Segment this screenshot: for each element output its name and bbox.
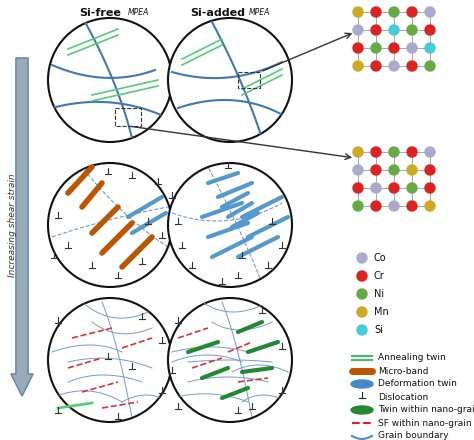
Circle shape: [357, 289, 367, 299]
Circle shape: [353, 7, 363, 17]
Circle shape: [389, 183, 399, 193]
Circle shape: [425, 61, 435, 71]
Text: Ni: Ni: [374, 289, 384, 299]
Text: Deformation twin: Deformation twin: [378, 379, 457, 389]
Text: Cr: Cr: [374, 271, 385, 281]
Ellipse shape: [351, 380, 373, 388]
Circle shape: [353, 43, 363, 53]
Circle shape: [389, 25, 399, 35]
Circle shape: [353, 147, 363, 157]
Circle shape: [371, 25, 381, 35]
Circle shape: [407, 165, 417, 175]
Circle shape: [357, 307, 367, 317]
Circle shape: [353, 25, 363, 35]
Circle shape: [389, 165, 399, 175]
Circle shape: [48, 298, 172, 422]
Circle shape: [407, 61, 417, 71]
Circle shape: [425, 25, 435, 35]
Circle shape: [371, 201, 381, 211]
Circle shape: [357, 253, 367, 263]
Circle shape: [407, 7, 417, 17]
Text: MPEA: MPEA: [249, 8, 270, 17]
Text: MPEA: MPEA: [128, 8, 149, 17]
Circle shape: [168, 18, 292, 142]
Circle shape: [168, 298, 292, 422]
Circle shape: [425, 201, 435, 211]
Text: Mn: Mn: [374, 307, 389, 317]
Circle shape: [371, 183, 381, 193]
Circle shape: [48, 18, 172, 142]
Circle shape: [389, 7, 399, 17]
Circle shape: [357, 325, 367, 335]
Circle shape: [407, 201, 417, 211]
Text: Si-free: Si-free: [79, 8, 121, 18]
Text: Micro-band: Micro-band: [378, 367, 428, 375]
Circle shape: [389, 147, 399, 157]
Text: Dislocation: Dislocation: [378, 392, 428, 401]
Circle shape: [353, 201, 363, 211]
Circle shape: [407, 25, 417, 35]
Circle shape: [371, 61, 381, 71]
Circle shape: [371, 147, 381, 157]
Text: Annealing twin: Annealing twin: [378, 353, 446, 363]
Circle shape: [407, 147, 417, 157]
Circle shape: [425, 43, 435, 53]
Text: Increasing shear strain: Increasing shear strain: [9, 173, 18, 277]
Bar: [115, 108, 141, 126]
Circle shape: [407, 43, 417, 53]
FancyArrow shape: [11, 58, 33, 396]
Circle shape: [48, 163, 172, 287]
Text: Grain boundary: Grain boundary: [378, 432, 448, 440]
Circle shape: [407, 183, 417, 193]
Circle shape: [353, 165, 363, 175]
Circle shape: [371, 7, 381, 17]
Circle shape: [389, 43, 399, 53]
Circle shape: [353, 61, 363, 71]
Circle shape: [371, 43, 381, 53]
Bar: [238, 72, 260, 88]
Circle shape: [353, 183, 363, 193]
Circle shape: [389, 61, 399, 71]
Text: SF within nano-grain: SF within nano-grain: [378, 418, 472, 428]
Text: Co: Co: [374, 253, 387, 263]
Text: Si-added: Si-added: [191, 8, 246, 18]
Circle shape: [425, 183, 435, 193]
Circle shape: [425, 147, 435, 157]
Circle shape: [357, 271, 367, 281]
Ellipse shape: [351, 406, 373, 414]
Circle shape: [168, 163, 292, 287]
Circle shape: [389, 201, 399, 211]
Circle shape: [425, 7, 435, 17]
Circle shape: [425, 165, 435, 175]
Circle shape: [371, 165, 381, 175]
Text: Twin within nano-grain: Twin within nano-grain: [378, 406, 474, 414]
Text: Si: Si: [374, 325, 383, 335]
